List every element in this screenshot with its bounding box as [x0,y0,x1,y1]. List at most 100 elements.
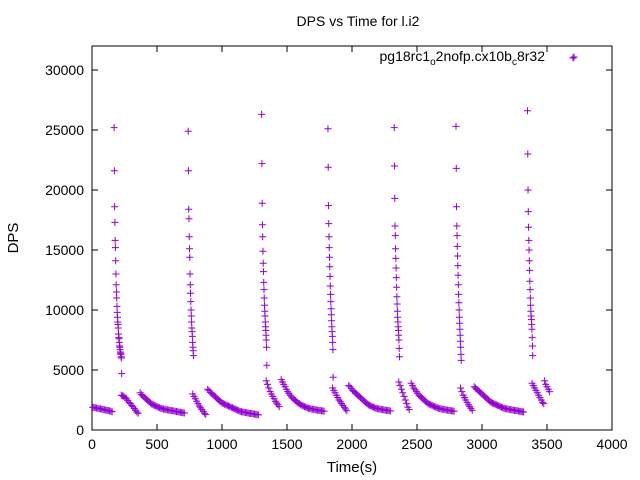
chart-title: DPS vs Time for l.i2 [297,13,420,29]
data-point [111,244,119,252]
data-point [454,281,462,289]
data-point [259,268,267,276]
data-point [328,317,336,325]
data-point [186,253,194,261]
data-point [261,312,269,320]
data-point [122,395,130,403]
data-point [524,107,531,115]
data-point [525,257,533,265]
data-point [284,388,292,396]
data-point [453,242,461,250]
data-point [395,336,403,344]
data-point [133,408,141,416]
data-point [113,302,121,310]
data-point [326,272,334,280]
data-point [258,160,266,168]
data-point [186,270,194,278]
data-point [329,373,337,381]
x-axis-label: Time(s) [327,459,377,476]
data-point [458,388,466,396]
data-point [329,346,337,354]
data-point [320,407,328,415]
data-point [340,403,348,411]
data-point [325,244,333,252]
data-point [393,307,401,315]
x-tick-label: 2500 [401,436,432,452]
data-point [258,110,266,118]
data-point [338,400,346,408]
data-point [466,403,474,411]
data-point [180,409,188,417]
data-point [528,342,536,350]
data-point [456,331,464,339]
data-point [467,404,475,412]
data-point [260,278,268,286]
data-point [457,356,465,364]
data-point [274,401,282,409]
data-point [187,306,195,314]
data-point [456,337,464,345]
data-point [263,343,271,351]
data-point [112,270,120,278]
data-point [188,332,196,340]
legend: pg18rc1o2nofp.cx10bc8r32 [380,48,578,68]
data-point [113,294,121,302]
data-point [111,236,119,244]
data-point [395,378,403,386]
data-point [400,392,408,400]
data-point [396,382,404,390]
data-point [112,288,120,296]
data-point [411,386,419,394]
data-point [391,162,399,170]
data-point [392,264,400,272]
data-point [452,122,460,130]
data-point [273,399,281,407]
data-point [129,403,137,411]
data-point [112,257,120,265]
data-point [110,167,118,175]
data-point [195,402,203,410]
x-tick-label: 3500 [531,436,562,452]
data-point [260,294,268,302]
data-point [185,215,193,223]
data-point [455,290,463,298]
data-point [329,338,337,346]
data-point [258,199,266,207]
data-point [111,218,119,226]
data-point [326,282,334,290]
data-point [393,283,401,291]
data-point [202,410,210,418]
data-point [326,253,334,261]
y-axis-label: DPS [5,223,22,254]
data-point [393,293,401,301]
data-point [111,203,119,211]
data-point [525,246,533,254]
data-point [339,401,347,409]
data-point [260,286,268,294]
data-point [524,186,532,194]
x-tick-label: 2000 [336,436,367,452]
data-point [457,343,465,351]
data-point [452,164,460,172]
data-point [197,404,205,412]
data-point [453,222,461,230]
data-point [343,407,351,415]
data-point [454,262,462,270]
data-point [187,289,195,297]
data-point [390,124,398,132]
data-point [114,324,122,332]
data-point [328,332,336,340]
data-point [187,298,195,306]
data-point [336,398,344,406]
data-point [412,388,420,396]
data-point [528,334,536,342]
data-point [200,409,208,417]
data-point [403,400,411,408]
data-point [186,281,194,289]
data-point [392,254,400,262]
data-point [453,232,461,240]
data-point [520,408,528,416]
data-point [261,301,269,309]
data-point [527,301,535,309]
data-point [457,350,465,358]
